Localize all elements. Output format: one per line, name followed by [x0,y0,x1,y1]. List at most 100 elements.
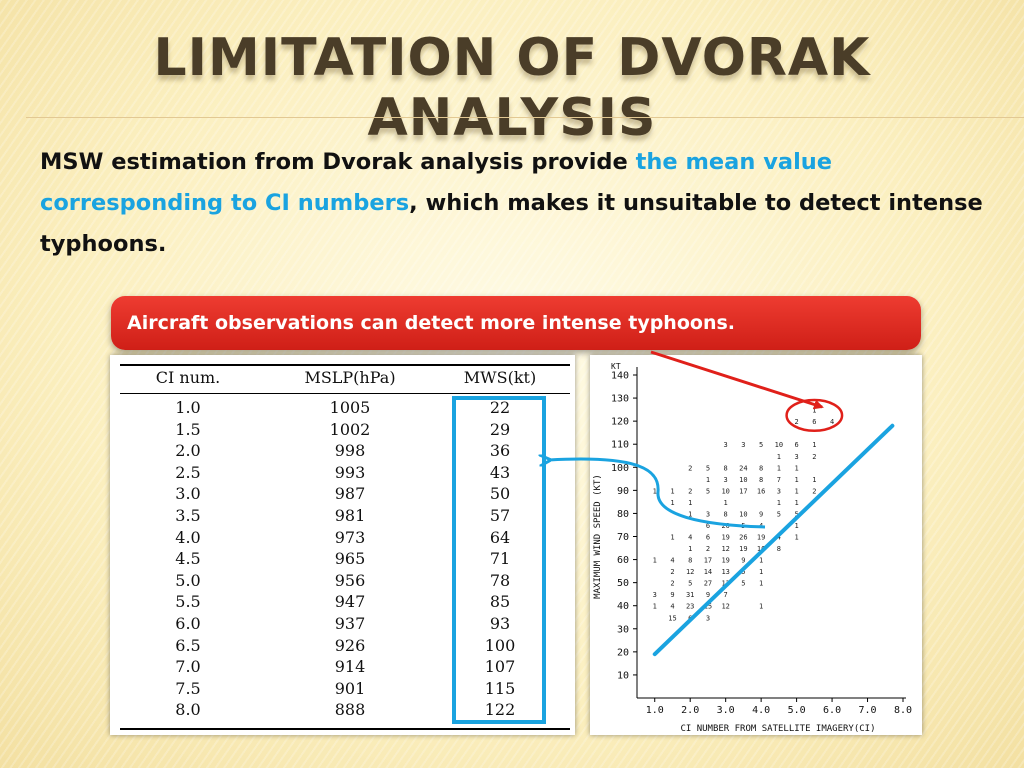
scatter-point-count: 16 [757,487,765,495]
scatter-point-count: 4 [830,418,834,426]
scatter-point-count: 1 [653,557,657,565]
cell-ci: 1.0 [175,398,201,417]
scatter-point-count: 27 [704,580,712,588]
scatter-point-count: 2 [670,580,674,588]
cell-mslp: 981 [334,506,366,525]
cell-mws: 100 [484,635,516,655]
cell-mws: 107 [484,657,516,677]
scatter-point-count: 1 [653,603,657,611]
scatter-point-count: 1 [653,487,657,495]
cell-mws: 36 [489,441,511,461]
table-top-rule [120,364,570,366]
y-tick-label: 120 [611,417,629,428]
scatter-point-count: 3 [777,487,781,495]
scatter-point-count: 8 [759,476,763,484]
cell-ci: 6.0 [175,614,201,633]
cell-mws: 71 [489,549,511,569]
y-tick-label: 70 [617,532,629,543]
cell-mws: 29 [489,419,511,439]
banner-text: Aircraft observations can detect more in… [127,312,735,334]
scatter-point-count: 1 [777,453,781,461]
scatter-point-count: 15 [668,614,676,622]
body-text-highlight: the mean value corresponding to CI numbe… [40,149,833,216]
cell-ci: 2.5 [175,462,201,482]
cell-ci: 7.0 [175,657,201,677]
cell-ci: 7.5 [175,678,201,698]
cell-ci: 1.5 [175,419,201,439]
scatter-point-count: 1 [688,499,692,507]
scatter-point-count: 9 [759,510,763,518]
scatter-point-count: 10 [775,441,783,449]
cell-mslp: 956 [334,570,366,590]
scatter-point-count: 14 [704,568,712,576]
x-tick-label: 5.0 [788,705,806,716]
cell-mslp: 1005 [329,398,371,417]
scatter-point-count: 2 [794,418,798,426]
scatter-point-count: 19 [739,545,747,553]
scatter-point-count: 3 [653,591,657,599]
aircraft-observation-banner: Aircraft observations can detect more in… [111,296,921,350]
y-unit-label: KT [611,362,621,371]
cell-mws: 115 [484,678,516,698]
scatter-point-count: 2 [706,545,710,553]
scatter-point-count: 1 [670,487,674,495]
scatter-point-count: 2 [670,568,674,576]
scatter-point-count: 24 [739,464,747,472]
scatter-point-count: 15 [704,603,712,611]
y-tick-label: 40 [617,601,629,612]
scatter-point-count: 3 [724,441,728,449]
y-tick-label: 80 [617,509,629,520]
cell-mws: 50 [489,484,511,504]
body-text-part2: , which makes it unsuitable to detect in… [40,190,983,257]
scatter-point-count: 1 [812,407,816,415]
scatter-point-count: 1 [794,534,798,542]
mws-highlight-box [452,396,546,724]
y-tick-label: 60 [617,555,629,566]
scatter-point-count: 1 [706,476,710,484]
scatter-point-count: 4 [670,557,674,565]
scatter-point-count: 1 [777,499,781,507]
scatter-point-count: 1 [759,568,763,576]
cell-mslp: 993 [334,462,366,482]
cell-mslp: 998 [334,441,366,461]
scatter-point-count: 8 [724,510,728,518]
scatter-point-count: 3 [794,453,798,461]
trend-line [652,423,895,657]
ci-table-panel: CI num. MSLP(hPa) MWS(kt) 1.0 1005 22 1.5 10… [110,355,575,735]
col-header-mws: MWS(kt) [463,368,537,387]
scatter-plot-panel: 10 20 30 40 50 60 70 80 90 100 110 120 130 140 1.0 2.0 3… [590,355,922,735]
cell-ci: 3.5 [175,506,201,525]
scatter-point-count: 5 [706,487,710,495]
scatter-point-count: 10 [739,476,747,484]
cell-mslp: 1002 [329,419,371,439]
scatter-point-count: 1 [670,499,674,507]
scatter-point-count: 7 [777,476,781,484]
scatter-point-count: 3 [706,510,710,518]
cell-ci: 2.0 [175,441,201,461]
cell-mws: 85 [489,592,511,612]
x-tick-label: 3.0 [717,705,735,716]
cell-mslp: 947 [334,592,366,612]
scatter-point-count: 31 [686,591,694,599]
scatter-point-count: 9 [670,591,674,599]
scatter-point-count: 1 [777,464,781,472]
x-axis-label: CI NUMBER FROM SATELLITE IMAGERY(CI) [680,724,875,734]
cell-mslp: 914 [334,657,366,677]
x-tick-label: 4.0 [752,705,770,716]
scatter-point-count: 3 [741,441,745,449]
scatter-point-count: 1 [759,603,763,611]
scatter-point-count: 2 [812,487,816,495]
scatter-point-count: 7 [724,591,728,599]
scatter-point-count: 1 [794,499,798,507]
cell-mws: 64 [489,527,511,547]
scatter-point-count: 26 [739,534,747,542]
scatter-point-count: 5 [777,510,781,518]
scatter-point-count: 16 [757,545,765,553]
x-tick-label: 1.0 [646,705,664,716]
scatter-point-count: 3 [724,476,728,484]
x-tick-label: 2.0 [681,705,699,716]
scatter-point-count: 6 [706,534,710,542]
scatter-point-count: 5 [794,510,798,518]
cell-ci: 6.5 [175,635,201,655]
scatter-point-count: 9 [741,557,745,565]
